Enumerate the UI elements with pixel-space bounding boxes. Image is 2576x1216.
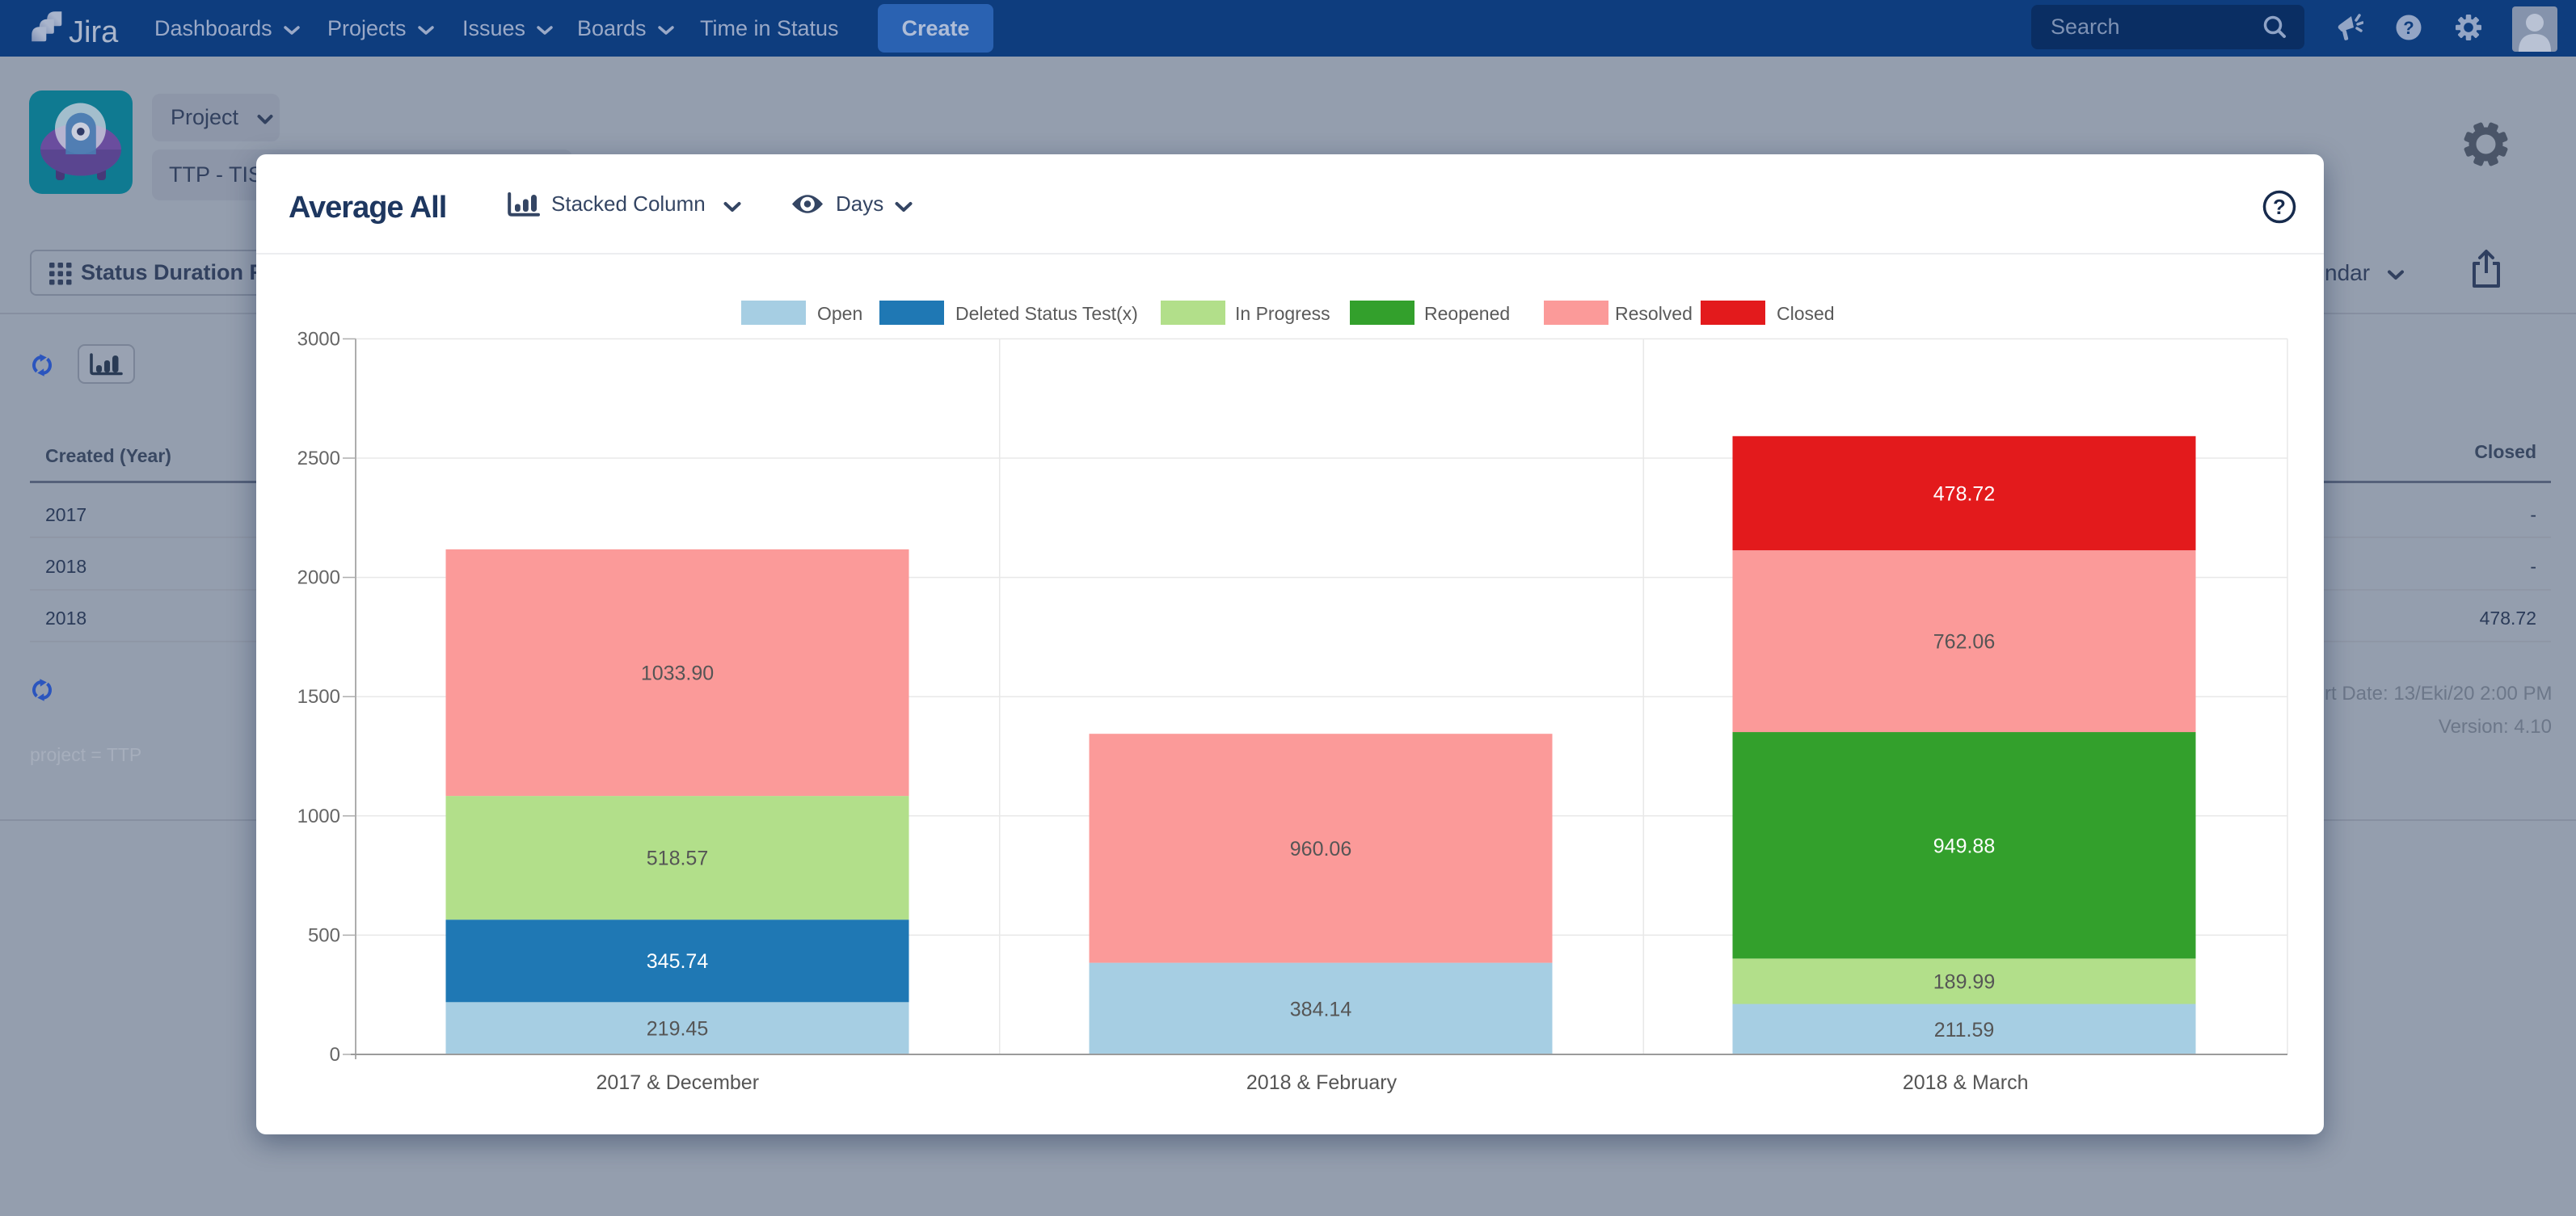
svg-text:Closed: Closed xyxy=(1777,303,1835,324)
svg-text:1033.90: 1033.90 xyxy=(641,663,714,685)
svg-text:0: 0 xyxy=(330,1044,340,1066)
svg-text:2018 & February: 2018 & February xyxy=(1246,1071,1398,1094)
svg-text:Jira: Jira xyxy=(69,15,119,49)
svg-text:2017 & December: 2017 & December xyxy=(597,1071,760,1094)
svg-text:189.99: 189.99 xyxy=(1933,971,1995,994)
svg-text:Deleted Status Test(x): Deleted Status Test(x) xyxy=(955,303,1138,324)
svg-text:345.74: 345.74 xyxy=(647,950,709,973)
svg-text:960.06: 960.06 xyxy=(1290,838,1351,860)
svg-text:500: 500 xyxy=(308,924,340,946)
svg-text:3000: 3000 xyxy=(297,328,340,350)
svg-text:Open: Open xyxy=(817,303,862,324)
svg-text:2000: 2000 xyxy=(297,567,340,589)
svg-text:211.59: 211.59 xyxy=(1934,1019,1995,1041)
svg-text:1500: 1500 xyxy=(297,686,340,708)
svg-text:478.72: 478.72 xyxy=(1933,482,1995,505)
svg-text:Reopened: Reopened xyxy=(1424,303,1510,324)
svg-text:762.06: 762.06 xyxy=(1933,631,1995,654)
svg-text:Resolved: Resolved xyxy=(1615,303,1693,324)
svg-text:2500: 2500 xyxy=(297,448,340,469)
svg-text:?: ? xyxy=(2403,18,2414,38)
svg-text:1000: 1000 xyxy=(297,806,340,827)
svg-text:219.45: 219.45 xyxy=(647,1018,708,1041)
svg-text:518.57: 518.57 xyxy=(647,848,708,870)
svg-text:In Progress: In Progress xyxy=(1235,303,1330,324)
svg-text:384.14: 384.14 xyxy=(1290,998,1352,1020)
svg-text:2018 & March: 2018 & March xyxy=(1903,1071,2029,1094)
svg-text:?: ? xyxy=(2273,195,2286,219)
svg-text:949.88: 949.88 xyxy=(1933,835,1995,857)
